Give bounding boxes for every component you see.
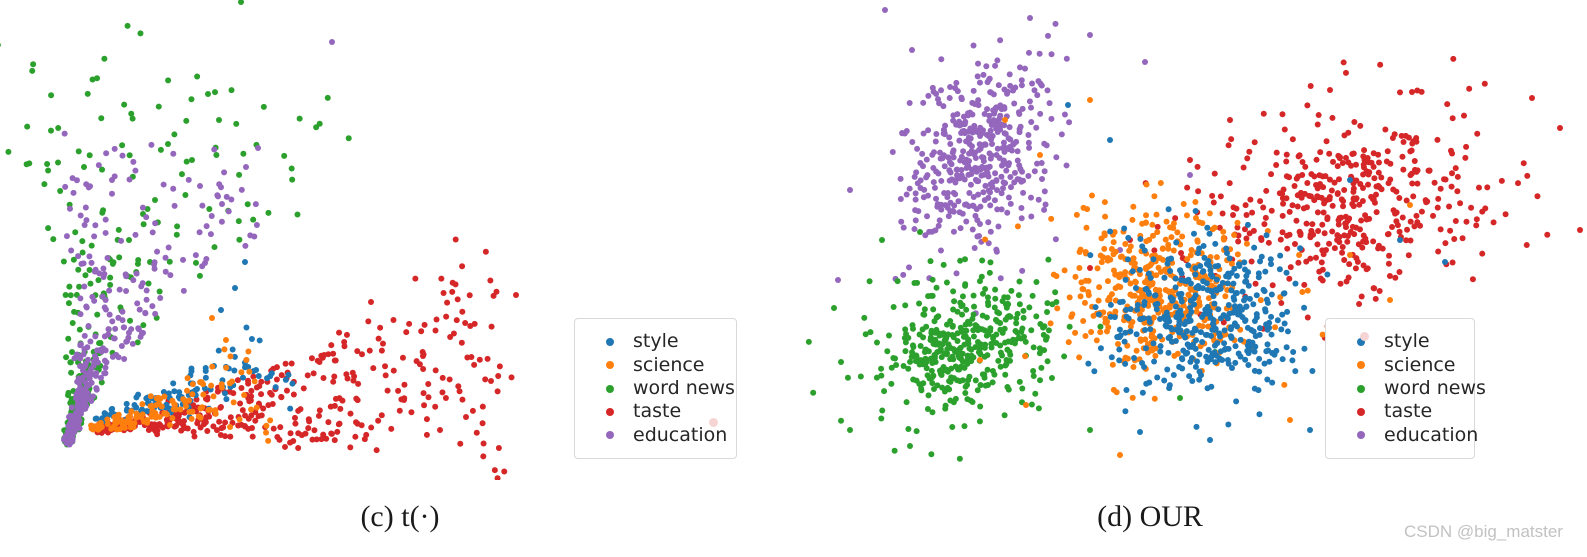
- legend-item-taste[interactable]: taste: [587, 400, 720, 423]
- legend-swatch-cell: [587, 361, 633, 370]
- legend-item-education[interactable]: education: [1338, 424, 1478, 447]
- legend-label: word news: [1384, 377, 1486, 399]
- legend-item-science[interactable]: science: [1338, 353, 1458, 376]
- legend-swatch-cell: [1338, 337, 1384, 346]
- legend-item-science[interactable]: science: [587, 353, 720, 376]
- legend-label: taste: [1384, 400, 1433, 423]
- legend-item-education[interactable]: education: [587, 424, 727, 447]
- legend-item-style[interactable]: style: [587, 330, 720, 353]
- panel-c-caption: (c) t(·): [260, 500, 540, 534]
- legend-item-word-news[interactable]: word news: [587, 377, 735, 400]
- panel-c-caption-body: t(·): [401, 500, 440, 533]
- legend-panel-c: style science word news taste education: [574, 318, 737, 459]
- legend-swatch-cell: [587, 407, 633, 416]
- panel-d-caption-body: OUR: [1139, 500, 1203, 533]
- legend-label: style: [633, 330, 679, 353]
- legend-marker-icon-education: [606, 431, 614, 440]
- legend-item-taste[interactable]: taste: [1338, 400, 1458, 423]
- legend-swatch-cell: [587, 337, 633, 346]
- ghost-dot-panel-d: [1360, 332, 1369, 341]
- legend-marker-icon-word-news: [1357, 384, 1365, 393]
- legend-swatch-cell: [587, 384, 633, 393]
- legend-item-style[interactable]: style: [1338, 330, 1458, 353]
- panel-d-caption-prefix: (d): [1097, 500, 1133, 533]
- ghost-dot-panel-c: [709, 418, 718, 427]
- legend-marker-icon-science: [606, 361, 614, 370]
- legend-label: word news: [633, 377, 735, 399]
- legend-label: education: [633, 423, 728, 446]
- legend-panel-d: style science word news taste education: [1325, 318, 1486, 459]
- legend-label: science: [1384, 353, 1456, 376]
- legend-marker-icon-taste: [1357, 407, 1365, 416]
- legend-swatch-cell: [1338, 384, 1384, 393]
- legend-swatch-cell: [1338, 407, 1384, 416]
- legend-label: taste: [633, 400, 682, 423]
- legend-label: style: [1384, 330, 1430, 353]
- legend-item-word-news[interactable]: word news: [1338, 377, 1486, 400]
- panel-d-caption: (d) OUR: [1010, 500, 1290, 534]
- legend-swatch-cell: [587, 431, 633, 440]
- legend-marker-icon-word-news: [606, 384, 614, 393]
- legend-label: education: [1384, 423, 1479, 446]
- legend-marker-icon-education: [1357, 431, 1365, 440]
- legend-marker-icon-style: [1357, 337, 1365, 346]
- legend-swatch-cell: [1338, 431, 1384, 440]
- legend-swatch-cell: [1338, 361, 1384, 370]
- legend-marker-icon-taste: [606, 407, 614, 416]
- panel-c-caption-prefix: (c): [360, 500, 394, 533]
- legend-marker-icon-science: [1357, 361, 1365, 370]
- legend-marker-icon-style: [606, 337, 614, 346]
- legend-label: science: [633, 353, 705, 376]
- watermark: CSDN @big_matster: [1404, 522, 1563, 541]
